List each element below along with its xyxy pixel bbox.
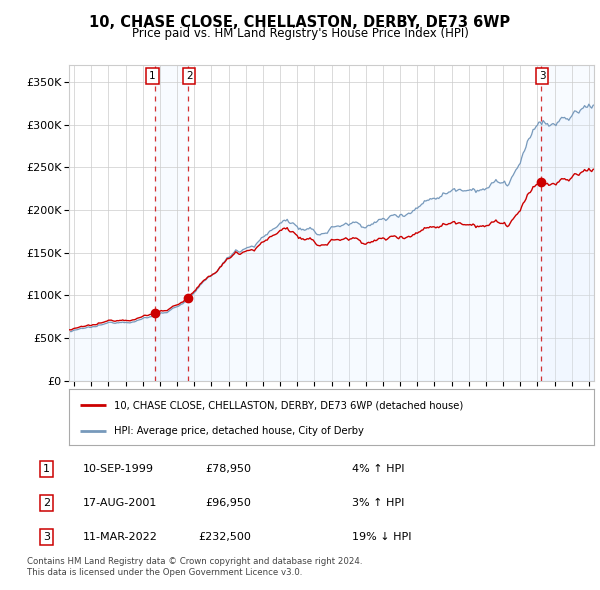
Text: £96,950: £96,950 [206,498,251,508]
Text: 1: 1 [43,464,50,474]
Text: 3% ↑ HPI: 3% ↑ HPI [352,498,405,508]
Text: Contains HM Land Registry data © Crown copyright and database right 2024.: Contains HM Land Registry data © Crown c… [27,557,362,566]
Text: 4% ↑ HPI: 4% ↑ HPI [352,464,405,474]
Text: 3: 3 [539,71,545,81]
Text: 11-MAR-2022: 11-MAR-2022 [83,532,158,542]
Text: 2: 2 [43,498,50,508]
Text: This data is licensed under the Open Government Licence v3.0.: This data is licensed under the Open Gov… [27,568,302,577]
Text: 10, CHASE CLOSE, CHELLASTON, DERBY, DE73 6WP: 10, CHASE CLOSE, CHELLASTON, DERBY, DE73… [89,15,511,30]
Bar [541,65,594,381]
Text: 17-AUG-2001: 17-AUG-2001 [83,498,157,508]
Text: 3: 3 [43,532,50,542]
Text: £232,500: £232,500 [199,532,251,542]
Text: £78,950: £78,950 [205,464,251,474]
Text: 19% ↓ HPI: 19% ↓ HPI [352,532,412,542]
Text: 10, CHASE CLOSE, CHELLASTON, DERBY, DE73 6WP (detached house): 10, CHASE CLOSE, CHELLASTON, DERBY, DE73… [113,400,463,410]
Bar [155,65,188,381]
Text: HPI: Average price, detached house, City of Derby: HPI: Average price, detached house, City… [113,427,364,437]
Text: 1: 1 [149,71,156,81]
Text: Price paid vs. HM Land Registry's House Price Index (HPI): Price paid vs. HM Land Registry's House … [131,27,469,40]
Text: 2: 2 [186,71,193,81]
Text: 10-SEP-1999: 10-SEP-1999 [83,464,154,474]
